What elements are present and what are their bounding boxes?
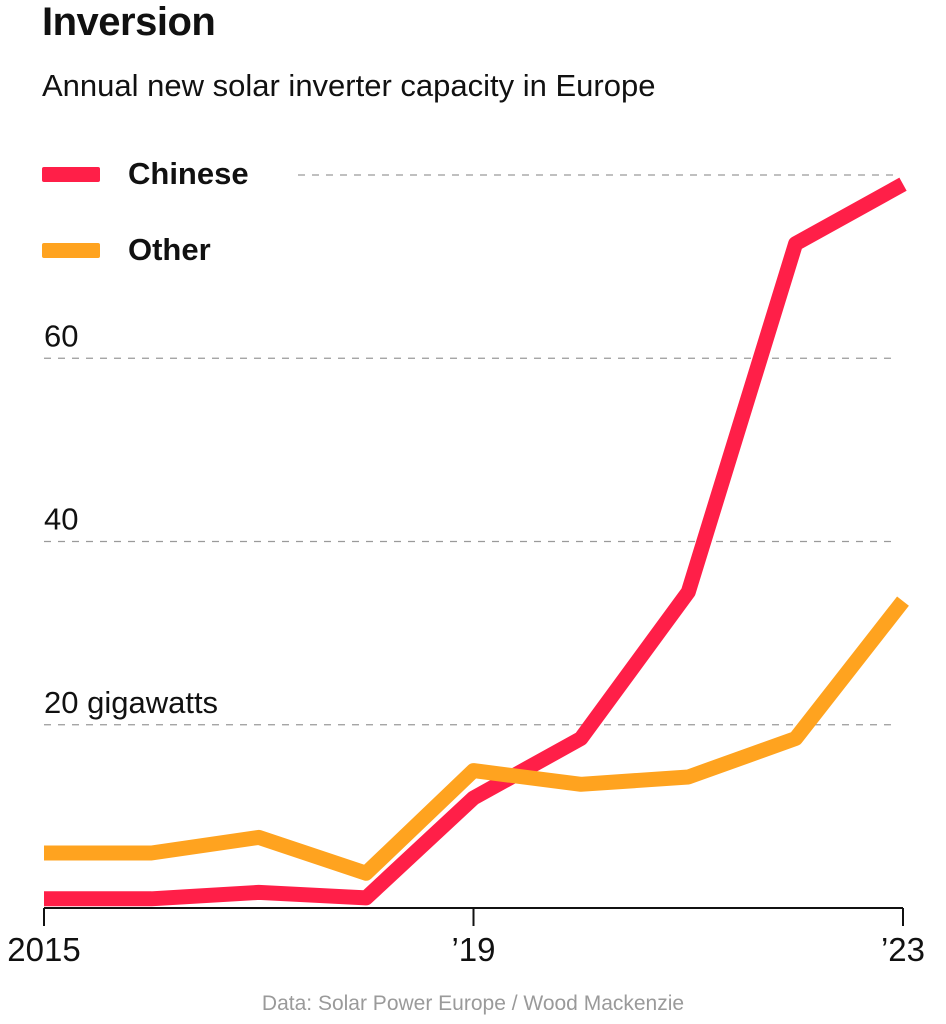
legend-swatch-chinese xyxy=(42,166,100,182)
legend-label-other: Other xyxy=(128,232,211,267)
y-tick-label-20: 20 gigawatts xyxy=(44,685,218,720)
y-tick-label-40: 40 xyxy=(44,502,78,537)
legend-item-other: Other xyxy=(42,232,211,268)
x-tick-label-2023: ’23 xyxy=(881,931,925,968)
chart-subtitle: Annual new solar inverter capacity in Eu… xyxy=(42,68,656,103)
y-tick-label-60: 60 xyxy=(44,318,78,353)
legend-swatch-other xyxy=(42,242,100,258)
source-note: Data: Solar Power Europe / Wood Mackenzi… xyxy=(261,992,685,1015)
legend-label-chinese: Chinese xyxy=(128,156,249,191)
series-line-other xyxy=(44,596,909,881)
series-line-chinese xyxy=(44,177,907,907)
legend-item-chinese: Chinese xyxy=(42,156,249,192)
x-tick-label-2019: ’19 xyxy=(451,931,495,968)
chart-title: Inversion xyxy=(42,0,216,44)
x-tick-label-2015: 2015 xyxy=(7,931,80,968)
